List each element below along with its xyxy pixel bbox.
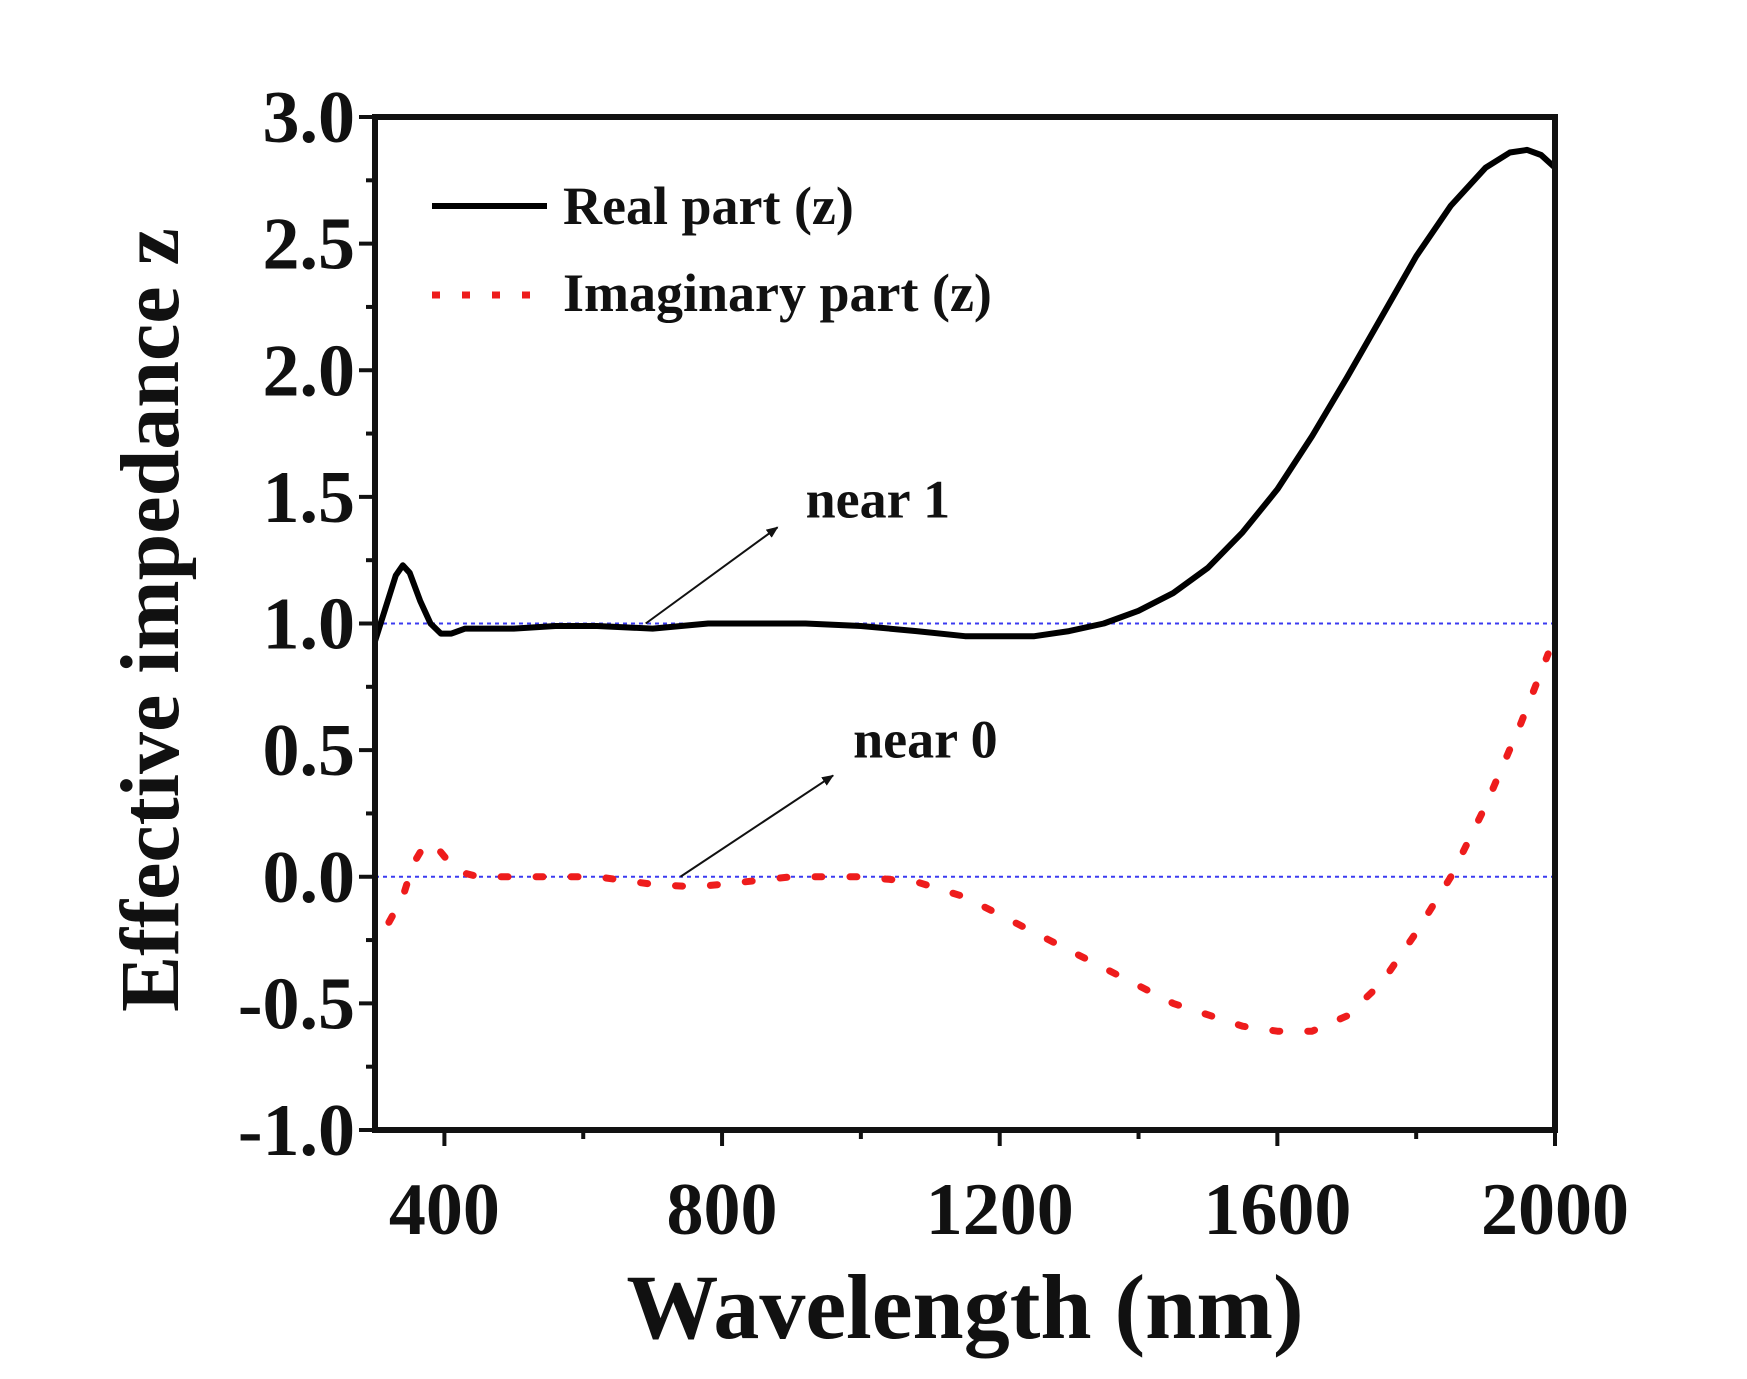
plot-frame (372, 114, 1558, 1133)
y-tick-label: 0.5 (263, 710, 356, 792)
annotation-arrow (645, 526, 779, 625)
y-tick-label: 2.0 (263, 330, 356, 412)
x-tick-label: 2000 (1481, 1169, 1629, 1251)
y-tick-label: 3.0 (263, 77, 356, 159)
x-tick-label: 1600 (1203, 1169, 1351, 1251)
y-tick-label: 0.0 (263, 837, 356, 919)
legend-real-label: Real part (z) (563, 176, 854, 236)
series-imaginary-line (385, 650, 1552, 1035)
legend-imag-label: Imaginary part (z) (563, 263, 992, 323)
annotation-label: near 0 (853, 709, 998, 769)
tick-labels: -1.0 -0.5 0.0 0.5 1.0 1.5 2.0 2.5 3.0 400 800 1200 1… (238, 77, 1629, 1251)
series-real-line (372, 146, 1558, 645)
annotation-label: near 1 (806, 469, 951, 529)
plot-area (372, 146, 1558, 1035)
y-axis-title: Effective impedance z (104, 228, 197, 1012)
x-tick-label: 800 (667, 1169, 778, 1251)
legend: Real part (z) Imaginary part (z) (432, 176, 992, 323)
x-axis-title: Wavelength (nm) (626, 1256, 1303, 1358)
annotations: near 1 near 0 (645, 469, 998, 878)
x-tick-label: 1200 (926, 1169, 1074, 1251)
y-tick-label: -0.5 (238, 963, 355, 1045)
y-tick-label: 1.0 (263, 584, 356, 666)
annotation-arrow (679, 774, 834, 878)
y-tick-label: -1.0 (238, 1090, 355, 1172)
y-tick-label: 2.5 (263, 204, 356, 286)
y-tick-label: 1.5 (263, 457, 356, 539)
x-tick-label: 400 (389, 1169, 500, 1251)
